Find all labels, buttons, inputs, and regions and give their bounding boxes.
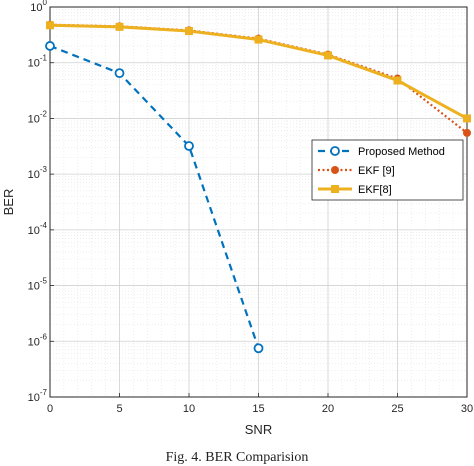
y-tick-label: 10-3 (28, 165, 48, 181)
legend-marker-2 (331, 166, 339, 174)
data-point-series-1 (45, 41, 55, 51)
data-point-series-3 (254, 35, 263, 44)
data-point-series-1 (184, 141, 194, 151)
y-axis-label: BER (1, 189, 16, 216)
y-tick-label: 100 (30, 0, 47, 14)
legend-label-1: Proposed Method (358, 146, 445, 158)
x-tick-label: 0 (47, 403, 53, 415)
y-tick-label: 10-6 (28, 332, 48, 348)
data-point-series-3 (46, 21, 54, 30)
ber-chart: 0 5 10 15 20 25 30 100 10-1 10-2 10-3 10-4 10-5 10-6 1… (1, 0, 474, 437)
data-point-series-3 (115, 22, 124, 31)
x-tick-label: 10 (183, 403, 195, 415)
x-tick-label: 25 (391, 403, 403, 415)
legend-label-2: EKF [9] (358, 165, 395, 177)
axes: 0 5 10 15 20 25 30 100 10-1 10-2 10-3 10-4 10-5 10-6 1… (28, 0, 474, 415)
legend-marker-3 (331, 185, 339, 193)
x-tick-label: 30 (461, 403, 473, 415)
series-layer (45, 20, 471, 354)
data-point-series-3 (463, 114, 471, 123)
y-tick-label: 10-2 (28, 109, 48, 125)
data-point-series-3 (324, 51, 332, 60)
y-tick-label: 10-1 (28, 54, 48, 70)
x-tick-label: 5 (116, 403, 122, 415)
data-point-series-3 (185, 27, 193, 36)
data-point-series-1 (253, 343, 264, 354)
legend-label-3: EKF[8] (358, 184, 392, 196)
figure-caption: Fig. 4. BER Comparision (165, 450, 309, 465)
data-point-series-2 (463, 128, 471, 137)
series-line-1 (49, 44, 260, 349)
y-tick-label: 10-7 (28, 388, 48, 404)
x-tick-label: 15 (252, 403, 264, 415)
x-tick-label: 20 (322, 403, 334, 415)
data-point-series-3 (393, 76, 402, 85)
y-tick-label: 10-5 (28, 277, 48, 293)
y-tick-label: 10-4 (28, 221, 48, 237)
legend: Proposed Method EKF [9] EKF[8] (311, 139, 464, 201)
legend-marker-1 (330, 146, 340, 156)
data-point-series-1 (114, 68, 125, 79)
x-axis-label: SNR (245, 422, 272, 437)
